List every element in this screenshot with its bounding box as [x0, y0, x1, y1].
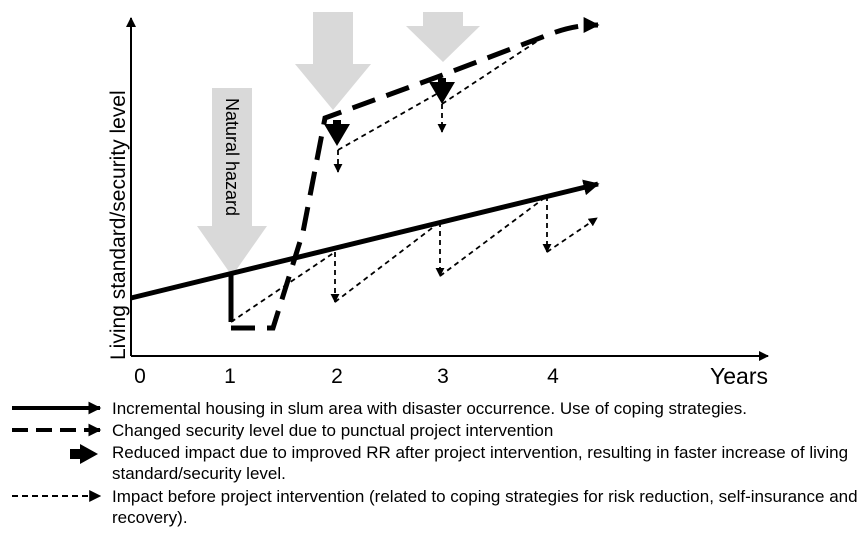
x-tick-label: 4 [547, 365, 559, 388]
diagram-canvas: Natural hazard Living standard/security … [107, 12, 769, 389]
reduced-impact-arrow-year2 [324, 120, 350, 146]
legend-item-dashed: Changed security level due to punctual p… [112, 421, 554, 440]
legend-item-solid: Incremental housing in slum area with di… [112, 399, 747, 418]
hazard-label: Natural hazard [222, 98, 242, 216]
solid-arrow-icon [12, 401, 102, 415]
hazard-arrow-year1 [197, 88, 267, 276]
x-tick-label: 2 [331, 365, 343, 388]
dotted-arrow-icon [12, 490, 102, 502]
hazard-arrow-year2 [295, 12, 371, 110]
x-tick-label: 3 [437, 365, 449, 388]
legend-item-block: Reduced impact due to improved RR after … [112, 443, 849, 483]
x-axis-label: Years [710, 363, 768, 389]
dotted-impact-series [230, 35, 598, 323]
x-tick-label: 0 [134, 365, 146, 388]
dashed-intervention-line [231, 17, 600, 331]
x-tick-label: 1 [224, 365, 236, 388]
legend-item-dotted: Impact before project intervention (rela… [112, 487, 858, 527]
block-arrow-down-icon [70, 444, 98, 464]
dashed-arrow-icon [12, 423, 102, 437]
y-axis-label: Living standard/security level [107, 90, 130, 360]
hazard-arrow-year3 [406, 12, 480, 62]
reduced-impact-arrow-year3 [429, 78, 455, 104]
solid-trend-line [130, 179, 600, 301]
